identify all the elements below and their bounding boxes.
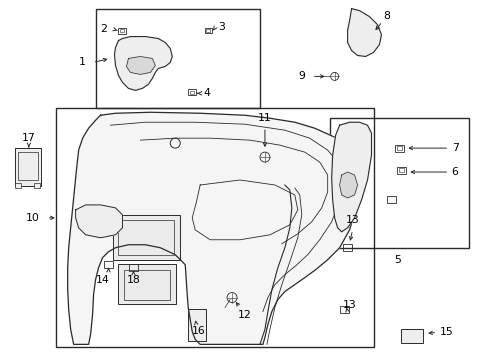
Bar (206, 29, 209, 32)
Text: 7: 7 (451, 143, 458, 153)
Polygon shape (114, 37, 172, 90)
Bar (401, 329, 423, 343)
Polygon shape (126, 57, 155, 75)
Bar (329, 118, 468, 248)
Bar (15, 183, 21, 188)
Text: 14: 14 (96, 275, 109, 285)
Bar (15, 148, 41, 186)
Bar (188, 89, 196, 95)
Text: 5: 5 (393, 255, 400, 265)
Text: 3: 3 (218, 22, 225, 32)
Text: 1: 1 (79, 58, 86, 67)
Text: 6: 6 (451, 167, 458, 177)
Polygon shape (347, 9, 381, 57)
Text: 9: 9 (298, 71, 305, 81)
Polygon shape (76, 205, 122, 238)
Bar (394, 145, 403, 152)
Text: 2: 2 (100, 24, 107, 33)
Bar (204, 28, 211, 33)
Bar (120, 29, 124, 32)
Text: 10: 10 (26, 213, 40, 223)
Bar (396, 147, 401, 150)
Bar (129, 264, 138, 271)
Bar (34, 183, 40, 188)
Bar (112, 215, 180, 260)
Polygon shape (339, 172, 357, 198)
Text: 18: 18 (126, 275, 140, 285)
Bar (398, 168, 403, 172)
Bar (343, 244, 351, 251)
Bar (56, 108, 374, 347)
Bar (95, 9, 260, 108)
Text: 15: 15 (438, 327, 452, 337)
Bar (118, 220, 174, 255)
Bar (190, 91, 194, 94)
Bar (18, 152, 38, 180)
Text: 13: 13 (342, 300, 356, 310)
Text: 4: 4 (203, 88, 210, 98)
Text: 13: 13 (345, 215, 359, 225)
Text: 8: 8 (382, 11, 389, 21)
Bar (118, 28, 126, 33)
Polygon shape (67, 112, 357, 345)
Polygon shape (331, 122, 371, 232)
Bar (340, 306, 348, 313)
Text: 12: 12 (238, 310, 251, 320)
Bar (188, 310, 206, 341)
Bar (396, 167, 405, 174)
Text: 17: 17 (22, 133, 36, 143)
Bar (124, 270, 170, 300)
Bar (104, 261, 113, 268)
Text: 16: 16 (191, 327, 204, 336)
Bar (118, 264, 176, 303)
Bar (386, 197, 395, 203)
Text: 11: 11 (258, 113, 271, 123)
